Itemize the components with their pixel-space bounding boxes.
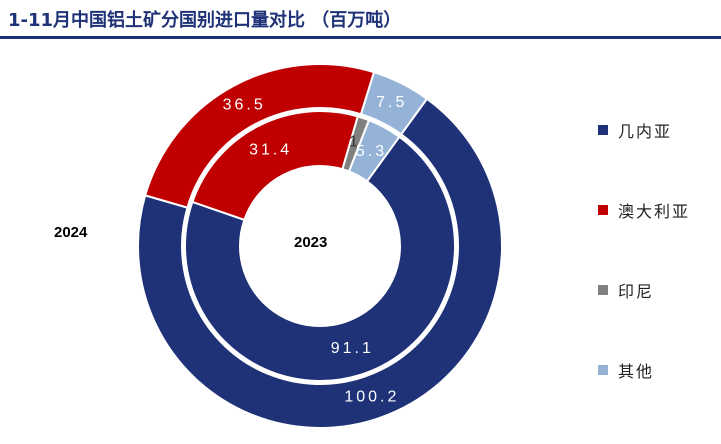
data-label-2024-guinea: 100.2 xyxy=(344,389,399,406)
slice-2023-other xyxy=(347,118,401,183)
slice-2024-guinea xyxy=(137,97,503,429)
data-label-2023-australia: 31.4 xyxy=(249,142,292,159)
data-label-2024-other: 7.5 xyxy=(376,94,407,111)
legend-label-guinea: 几内亚 xyxy=(618,122,673,141)
legend-swatch-australia xyxy=(598,205,608,215)
chart-title: 1-11月中国铝土矿分国别进口量对比 （百万吨） xyxy=(8,10,402,31)
data-label-2024-australia: 36.5 xyxy=(223,96,266,113)
slice-2023-australia xyxy=(191,110,360,222)
legend-label-australia: 澳大利亚 xyxy=(618,202,691,221)
data-label-2023-guinea: 91.1 xyxy=(331,340,374,357)
slice-2023-guinea xyxy=(184,135,456,382)
data-label-2023-other: 5.3 xyxy=(356,143,387,160)
slice-2024-other xyxy=(359,70,429,136)
legend-label-indonesia: 印尼 xyxy=(618,282,655,301)
title-rule xyxy=(0,36,721,39)
legend-item-indonesia: 印尼 xyxy=(598,278,654,302)
inner-ring-label: 2023 xyxy=(294,234,328,251)
legend-item-guinea: 几内亚 xyxy=(598,118,672,142)
legend-swatch-guinea xyxy=(598,125,608,135)
outer-ring-label: 2024 xyxy=(54,224,88,241)
legend-swatch-other xyxy=(598,365,608,375)
legend-item-other: 其他 xyxy=(598,358,654,382)
legend-label-other: 其他 xyxy=(618,362,655,381)
legend-swatch-indonesia xyxy=(598,285,608,295)
legend-item-australia: 澳大利亚 xyxy=(598,198,690,222)
